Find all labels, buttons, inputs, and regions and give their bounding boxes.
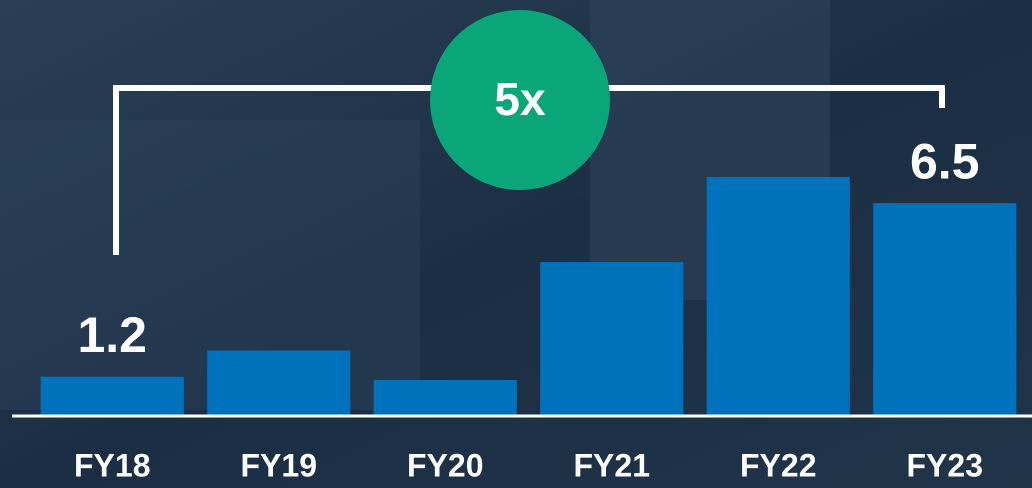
x-tick-label: FY19 — [241, 447, 317, 483]
annotation: 5x — [494, 73, 546, 125]
x-tick-label: FY18 — [74, 447, 150, 483]
bar — [540, 262, 684, 416]
x-tick-label: FY21 — [574, 447, 650, 483]
bar — [207, 350, 351, 416]
x-tick-label: FY20 — [407, 447, 483, 483]
value-label: 1.2 — [77, 307, 147, 363]
plot: FY18 1.2 FY19 FY20 FY21 FY22 FY23 6.5 — [40, 133, 1017, 483]
x-tick-label: FY22 — [740, 447, 816, 483]
x-tick-label: FY23 — [907, 447, 983, 483]
bar — [706, 176, 850, 416]
value-label: 6.5 — [910, 133, 980, 189]
bar — [40, 376, 184, 416]
bar — [873, 203, 1017, 416]
annotation-badge — [430, 10, 610, 190]
bar — [373, 379, 517, 416]
